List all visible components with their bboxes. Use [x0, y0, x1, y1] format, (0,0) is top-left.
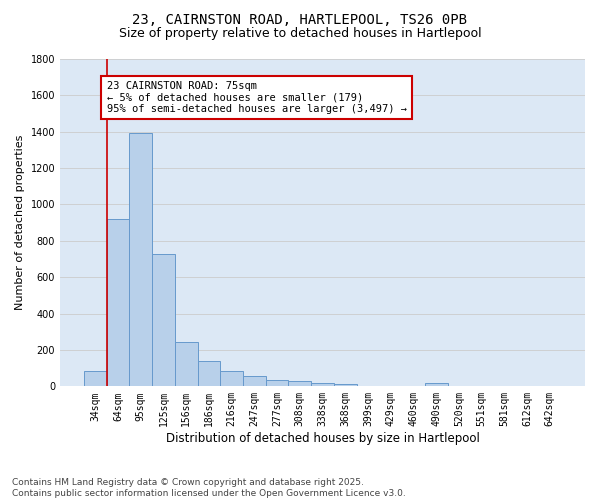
Bar — [197, 361, 220, 386]
Bar — [84, 371, 107, 386]
Bar — [243, 376, 266, 386]
Bar — [334, 384, 356, 386]
Bar — [220, 371, 243, 386]
Bar — [130, 132, 152, 386]
Text: Contains HM Land Registry data © Crown copyright and database right 2025.
Contai: Contains HM Land Registry data © Crown c… — [12, 478, 406, 498]
X-axis label: Distribution of detached houses by size in Hartlepool: Distribution of detached houses by size … — [166, 432, 479, 445]
Bar — [266, 380, 289, 386]
Text: Size of property relative to detached houses in Hartlepool: Size of property relative to detached ho… — [119, 28, 481, 40]
Bar — [107, 219, 130, 386]
Text: 23, CAIRNSTON ROAD, HARTLEPOOL, TS26 0PB: 23, CAIRNSTON ROAD, HARTLEPOOL, TS26 0PB — [133, 12, 467, 26]
Bar — [425, 382, 448, 386]
Bar — [175, 342, 197, 386]
Y-axis label: Number of detached properties: Number of detached properties — [15, 135, 25, 310]
Text: 23 CAIRNSTON ROAD: 75sqm
← 5% of detached houses are smaller (179)
95% of semi-d: 23 CAIRNSTON ROAD: 75sqm ← 5% of detache… — [107, 81, 407, 114]
Bar — [289, 381, 311, 386]
Bar — [152, 254, 175, 386]
Bar — [311, 382, 334, 386]
